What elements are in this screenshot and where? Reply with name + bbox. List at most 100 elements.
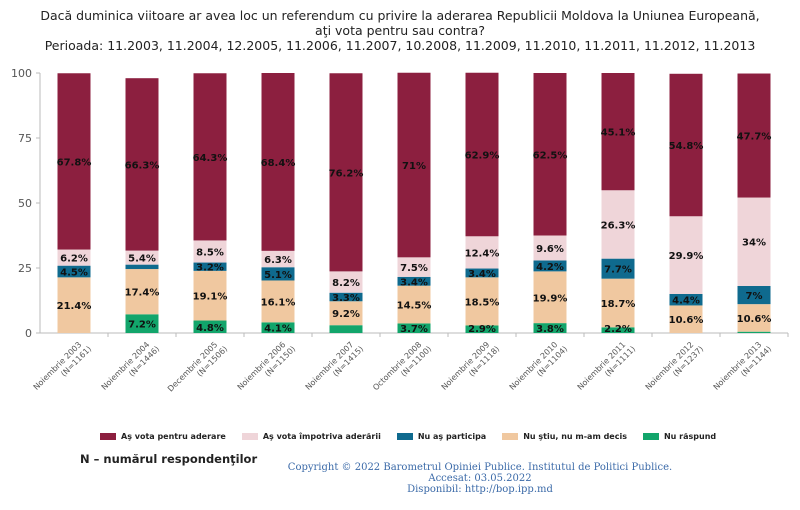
bar-segment bbox=[261, 280, 295, 323]
bar-segment bbox=[329, 73, 363, 272]
bar-segment bbox=[533, 271, 567, 324]
bar-segment bbox=[193, 240, 227, 263]
bar-value-label: 4.1% bbox=[264, 324, 292, 335]
bar-segment bbox=[669, 305, 703, 333]
footer-accessed: Accesat: 03.05.2022 bbox=[428, 473, 532, 484]
bar-segment bbox=[601, 73, 635, 191]
bar-segment bbox=[397, 257, 431, 277]
bar-value-label: 8.5% bbox=[196, 247, 224, 258]
bar-value-label: 3.4% bbox=[468, 269, 496, 280]
x-tick-label-group: Noiembrie 2013(N=1144) bbox=[712, 340, 774, 392]
respondents-note: N – numărul respondenţilor bbox=[80, 452, 258, 466]
bar-segment bbox=[57, 73, 91, 250]
x-tick-label-group: Noiembrie 2004(N=1446) bbox=[100, 340, 162, 392]
bar-segment bbox=[125, 250, 159, 265]
bar-value-label: 4.5% bbox=[60, 268, 88, 279]
bar-value-label: 12.4% bbox=[465, 248, 500, 259]
bar-segment bbox=[125, 314, 159, 333]
bar-segment bbox=[601, 278, 635, 328]
chart-title-line2: aţi vota pentru sau contra? bbox=[315, 23, 485, 38]
bar-value-label: 71% bbox=[402, 161, 426, 172]
bar-value-label: 54.8% bbox=[669, 141, 704, 152]
bar-value-label: 19.1% bbox=[193, 292, 228, 303]
y-tick-label: 0 bbox=[25, 327, 32, 340]
bar-value-label: 64.3% bbox=[193, 153, 228, 164]
bar-segment bbox=[533, 323, 567, 333]
bar-value-label: 9.2% bbox=[332, 309, 360, 320]
bar-value-label: 4.8% bbox=[196, 323, 224, 334]
bar-segment bbox=[465, 268, 499, 278]
bar-value-label: 7.5% bbox=[400, 263, 428, 274]
chart-title-line1: Dacă duminica viitoare ar avea loc un re… bbox=[40, 8, 760, 23]
bar-segment bbox=[193, 73, 227, 241]
bar-value-label: 47.7% bbox=[737, 132, 772, 143]
x-tick-label-group: Decembrie 2005(N=1506) bbox=[166, 340, 229, 393]
bar-value-label: 5.1% bbox=[264, 270, 292, 281]
bar-value-label: 7.2% bbox=[128, 320, 156, 331]
legend-label: Aş vota pentru aderare bbox=[121, 432, 226, 441]
bar-segment bbox=[669, 294, 703, 306]
bar-value-label: 3.7% bbox=[400, 324, 428, 335]
x-tick-label-group: Noiembrie 2007(N=1415) bbox=[304, 340, 366, 392]
bar-value-label: 16.1% bbox=[261, 297, 296, 308]
bar-segment bbox=[601, 190, 635, 259]
bar-value-label: 3.3% bbox=[332, 293, 360, 304]
y-tick-label: 50 bbox=[18, 197, 32, 210]
legend-item: Nu aş participa bbox=[396, 432, 487, 441]
legend-item: Nu ştiu, nu m-am decis bbox=[502, 432, 627, 441]
bar-value-label: 76.2% bbox=[329, 168, 364, 179]
bar-segment bbox=[329, 271, 363, 293]
x-tick-label-group: Noiembrie 2006(N=1150) bbox=[236, 340, 298, 392]
bar-segment bbox=[465, 236, 499, 269]
legend-swatch bbox=[642, 433, 659, 440]
bar-segment bbox=[669, 216, 703, 294]
bar-segment bbox=[601, 258, 635, 279]
bar-value-label: 4.2% bbox=[536, 262, 564, 273]
legend-label: Nu răspund bbox=[663, 432, 717, 441]
legend-item: Nu răspund bbox=[642, 432, 717, 441]
y-tick-label: 100 bbox=[11, 67, 32, 80]
legend-swatch bbox=[502, 433, 519, 440]
x-tick-label-group: Noiembrie 2010(N=1104) bbox=[508, 340, 570, 392]
legend-label: Aş vota împotriva aderării bbox=[262, 432, 381, 441]
legend-swatch bbox=[241, 433, 258, 440]
bar-value-label: 19.9% bbox=[533, 293, 568, 304]
bar-value-label: 3.2% bbox=[196, 263, 224, 274]
x-tick-label-group: Noiembrie 2003(N=1161) bbox=[32, 340, 94, 392]
bar-segment bbox=[125, 269, 159, 315]
bar-value-label: 6.3% bbox=[264, 255, 292, 266]
bar-value-label: 7.7% bbox=[604, 265, 632, 276]
legend-swatch bbox=[100, 433, 116, 440]
x-tick-label-group: Noiembrie 2011(N=1111) bbox=[576, 340, 638, 392]
bar-value-label: 2.2% bbox=[604, 324, 632, 335]
bar-value-label: 8.2% bbox=[332, 278, 360, 289]
bar-segment bbox=[397, 276, 431, 286]
bar-segment bbox=[261, 322, 295, 333]
footer-copyright: Copyright © 2022 Barometrul Opiniei Publ… bbox=[287, 462, 673, 473]
bar-segment bbox=[57, 249, 91, 266]
y-tick-label: 75 bbox=[18, 132, 32, 145]
bar-segment bbox=[193, 262, 227, 271]
bar-segment bbox=[737, 73, 771, 198]
bar-value-label: 6.2% bbox=[60, 254, 88, 265]
bar-segment bbox=[193, 270, 227, 321]
bar-value-label: 66.3% bbox=[125, 160, 160, 171]
legend-item: Aş vota pentru aderare bbox=[100, 432, 226, 441]
bar-value-label: 62.5% bbox=[533, 150, 568, 161]
bar-segment bbox=[669, 73, 703, 217]
bar-segment bbox=[465, 72, 499, 237]
bar-segment bbox=[329, 301, 363, 326]
chart-title-line3: Perioada: 11.2003, 11.2004, 12.2005, 11.… bbox=[44, 38, 756, 53]
footer-available: Disponibil: http://bop.ipp.md bbox=[407, 484, 553, 495]
bar-segment bbox=[533, 260, 567, 272]
legend-label: Nu aş participa bbox=[417, 432, 487, 441]
bar-segment bbox=[533, 235, 567, 261]
bar-value-label: 18.5% bbox=[465, 297, 500, 308]
chart-legend: Aş vota pentru aderare Aş vota împotriva … bbox=[100, 432, 740, 441]
x-tick-label-group: Noiembrie 2009(N=1118) bbox=[440, 340, 502, 392]
legend-item: Aş vota împotriva aderării bbox=[241, 432, 381, 441]
bar-segment bbox=[125, 264, 159, 270]
bar-segment bbox=[261, 267, 295, 281]
bar-segment bbox=[261, 73, 295, 251]
bar-value-label: 9.6% bbox=[536, 244, 564, 255]
